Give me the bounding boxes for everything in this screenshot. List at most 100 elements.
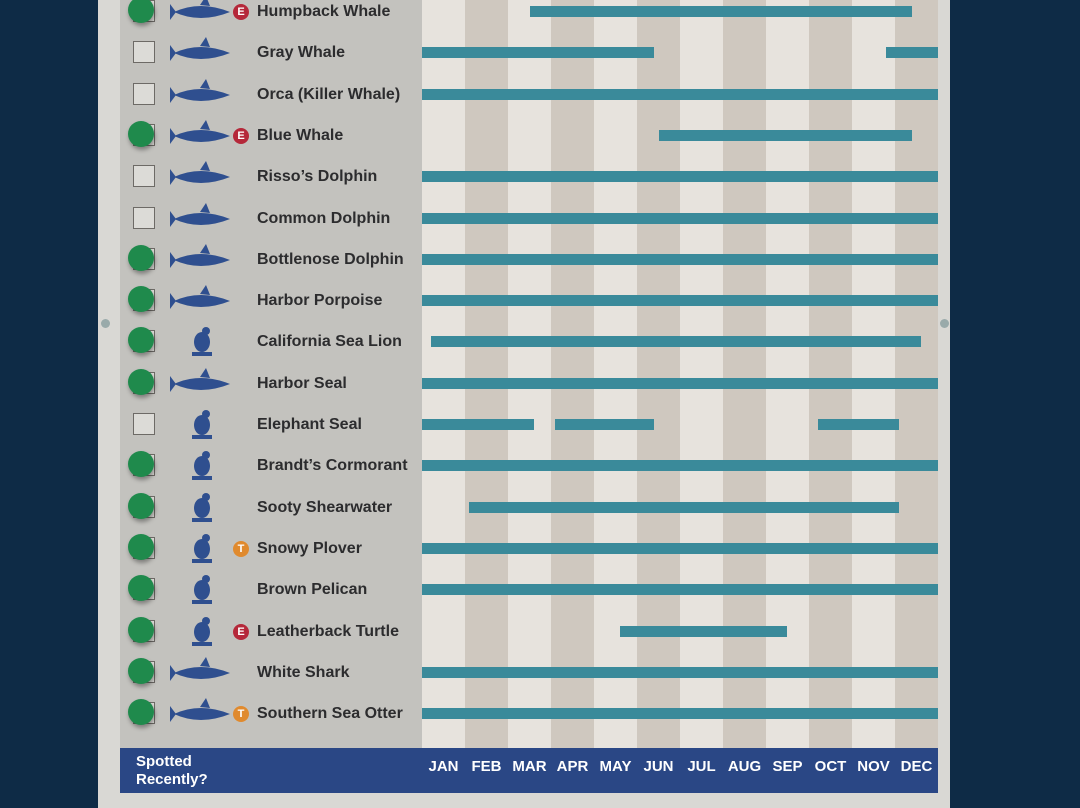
porpoise-icon (170, 285, 230, 310)
spotted-marker-dot[interactable] (128, 657, 154, 684)
species-row: T Southern Sea Otter (120, 694, 938, 735)
month-label: NOV (857, 758, 890, 775)
spotted-marker-dot[interactable] (128, 616, 154, 643)
species-name: Brown Pelican (257, 581, 368, 599)
species-row: Risso’s Dolphin (120, 157, 938, 198)
species-row: E Leatherback Turtle (120, 612, 938, 653)
dolphin-icon (170, 161, 230, 186)
spotted-marker-dot[interactable] (128, 533, 154, 560)
season-bar (422, 377, 938, 389)
species-name: California Sea Lion (257, 333, 402, 351)
season-bar (817, 419, 900, 430)
spotted-recently-label: Spotted Recently? (136, 753, 208, 788)
spotted-marker-dot[interactable] (128, 368, 154, 395)
threatened-badge: T (233, 540, 249, 557)
species-row: Bottlenose Dolphin (120, 240, 938, 281)
month-label: MAR (512, 758, 547, 775)
spotted-marker-dot[interactable] (128, 244, 154, 271)
footer-bar: Spotted Recently? JAN FEB MAR APR MAY JUN JUL A… (120, 748, 938, 793)
species-row: Elephant Seal (120, 405, 938, 446)
sea-lion-icon (192, 327, 212, 357)
spotted-marker-dot[interactable] (128, 0, 154, 23)
species-row: Gray Whale (120, 33, 938, 74)
spotted-marker-dot[interactable] (128, 286, 154, 313)
spotted-marker-dot[interactable] (128, 120, 154, 147)
species-row: Brandt’s Cormorant (120, 446, 938, 487)
spotted-checkbox[interactable] (133, 413, 155, 435)
season-bar (422, 460, 938, 472)
pelican-icon (192, 575, 212, 605)
season-bar (658, 129, 913, 141)
spotted-marker-dot[interactable] (128, 451, 154, 478)
month-label: FEB (471, 758, 502, 775)
screw (940, 319, 949, 328)
month-label: AUG (727, 758, 762, 775)
species-row: Harbor Seal (120, 364, 938, 405)
spotted-marker-dot[interactable] (128, 327, 154, 354)
humpback-whale-icon (170, 0, 230, 20)
species-name: Harbor Porpoise (257, 292, 383, 310)
spotted-checkbox[interactable] (133, 41, 155, 64)
season-bar (422, 584, 938, 596)
month-label: JUN (643, 758, 674, 775)
month-stripe (895, 0, 938, 748)
season-bar (422, 88, 938, 100)
spotted-checkbox[interactable] (133, 82, 155, 105)
dolphin-icon (170, 243, 230, 268)
species-name: Orca (Killer Whale) (257, 85, 401, 103)
spotted-marker-dot[interactable] (128, 699, 154, 726)
month-label: OCT (814, 758, 847, 775)
species-name: Leatherback Turtle (257, 622, 399, 640)
season-bar (422, 666, 938, 678)
endangered-badge: E (233, 4, 249, 20)
season-bar (422, 419, 534, 430)
spotted-checkbox[interactable] (133, 165, 155, 188)
orca-icon (170, 78, 230, 103)
cormorant-icon (192, 451, 212, 481)
screw (101, 319, 110, 328)
species-row: Sooty Shearwater (120, 488, 938, 529)
dolphin-icon (170, 202, 230, 227)
month-stripe (551, 0, 594, 748)
season-bar (469, 501, 900, 513)
species-row: E Humpback Whale (120, 0, 938, 33)
season-bar (886, 47, 938, 59)
species-row: Harbor Porpoise (120, 281, 938, 322)
species-name: Harbor Seal (257, 374, 347, 392)
spotted-checkbox[interactable] (133, 206, 155, 229)
season-bar (430, 336, 921, 348)
shearwater-icon (192, 492, 212, 522)
spotted-marker-dot[interactable] (128, 575, 154, 602)
month-stripe (680, 0, 723, 748)
month-label: APR (556, 758, 589, 775)
shark-icon (170, 656, 230, 681)
species-name: Blue Whale (257, 126, 344, 144)
species-name: Common Dolphin (257, 209, 391, 227)
plover-icon (192, 533, 212, 563)
season-bar (422, 212, 938, 224)
season-bar (529, 6, 913, 17)
species-row: Brown Pelican (120, 570, 938, 611)
month-stripe (594, 0, 637, 748)
spotted-marker-dot[interactable] (128, 492, 154, 519)
season-bar (422, 708, 938, 720)
turtle-icon (192, 616, 212, 646)
season-bar (555, 419, 655, 430)
month-stripe (637, 0, 680, 748)
season-bar (422, 47, 655, 59)
month-label: MAY (599, 758, 632, 775)
species-row: T Snowy Plover (120, 529, 938, 570)
season-bar (422, 171, 938, 183)
month-stripe (422, 0, 465, 748)
species-name: Brandt’s Cormorant (257, 457, 408, 475)
elephant-seal-icon (192, 410, 212, 439)
season-bar (422, 253, 938, 265)
species-name: Risso’s Dolphin (257, 168, 378, 186)
species-name: Sooty Shearwater (257, 498, 393, 516)
threatened-badge: T (233, 706, 249, 723)
month-label: JUL (687, 758, 716, 775)
month-label: JAN (428, 758, 459, 775)
month-stripe (465, 0, 508, 748)
species-name: Elephant Seal (257, 416, 362, 433)
blue-whale-icon (170, 119, 230, 144)
